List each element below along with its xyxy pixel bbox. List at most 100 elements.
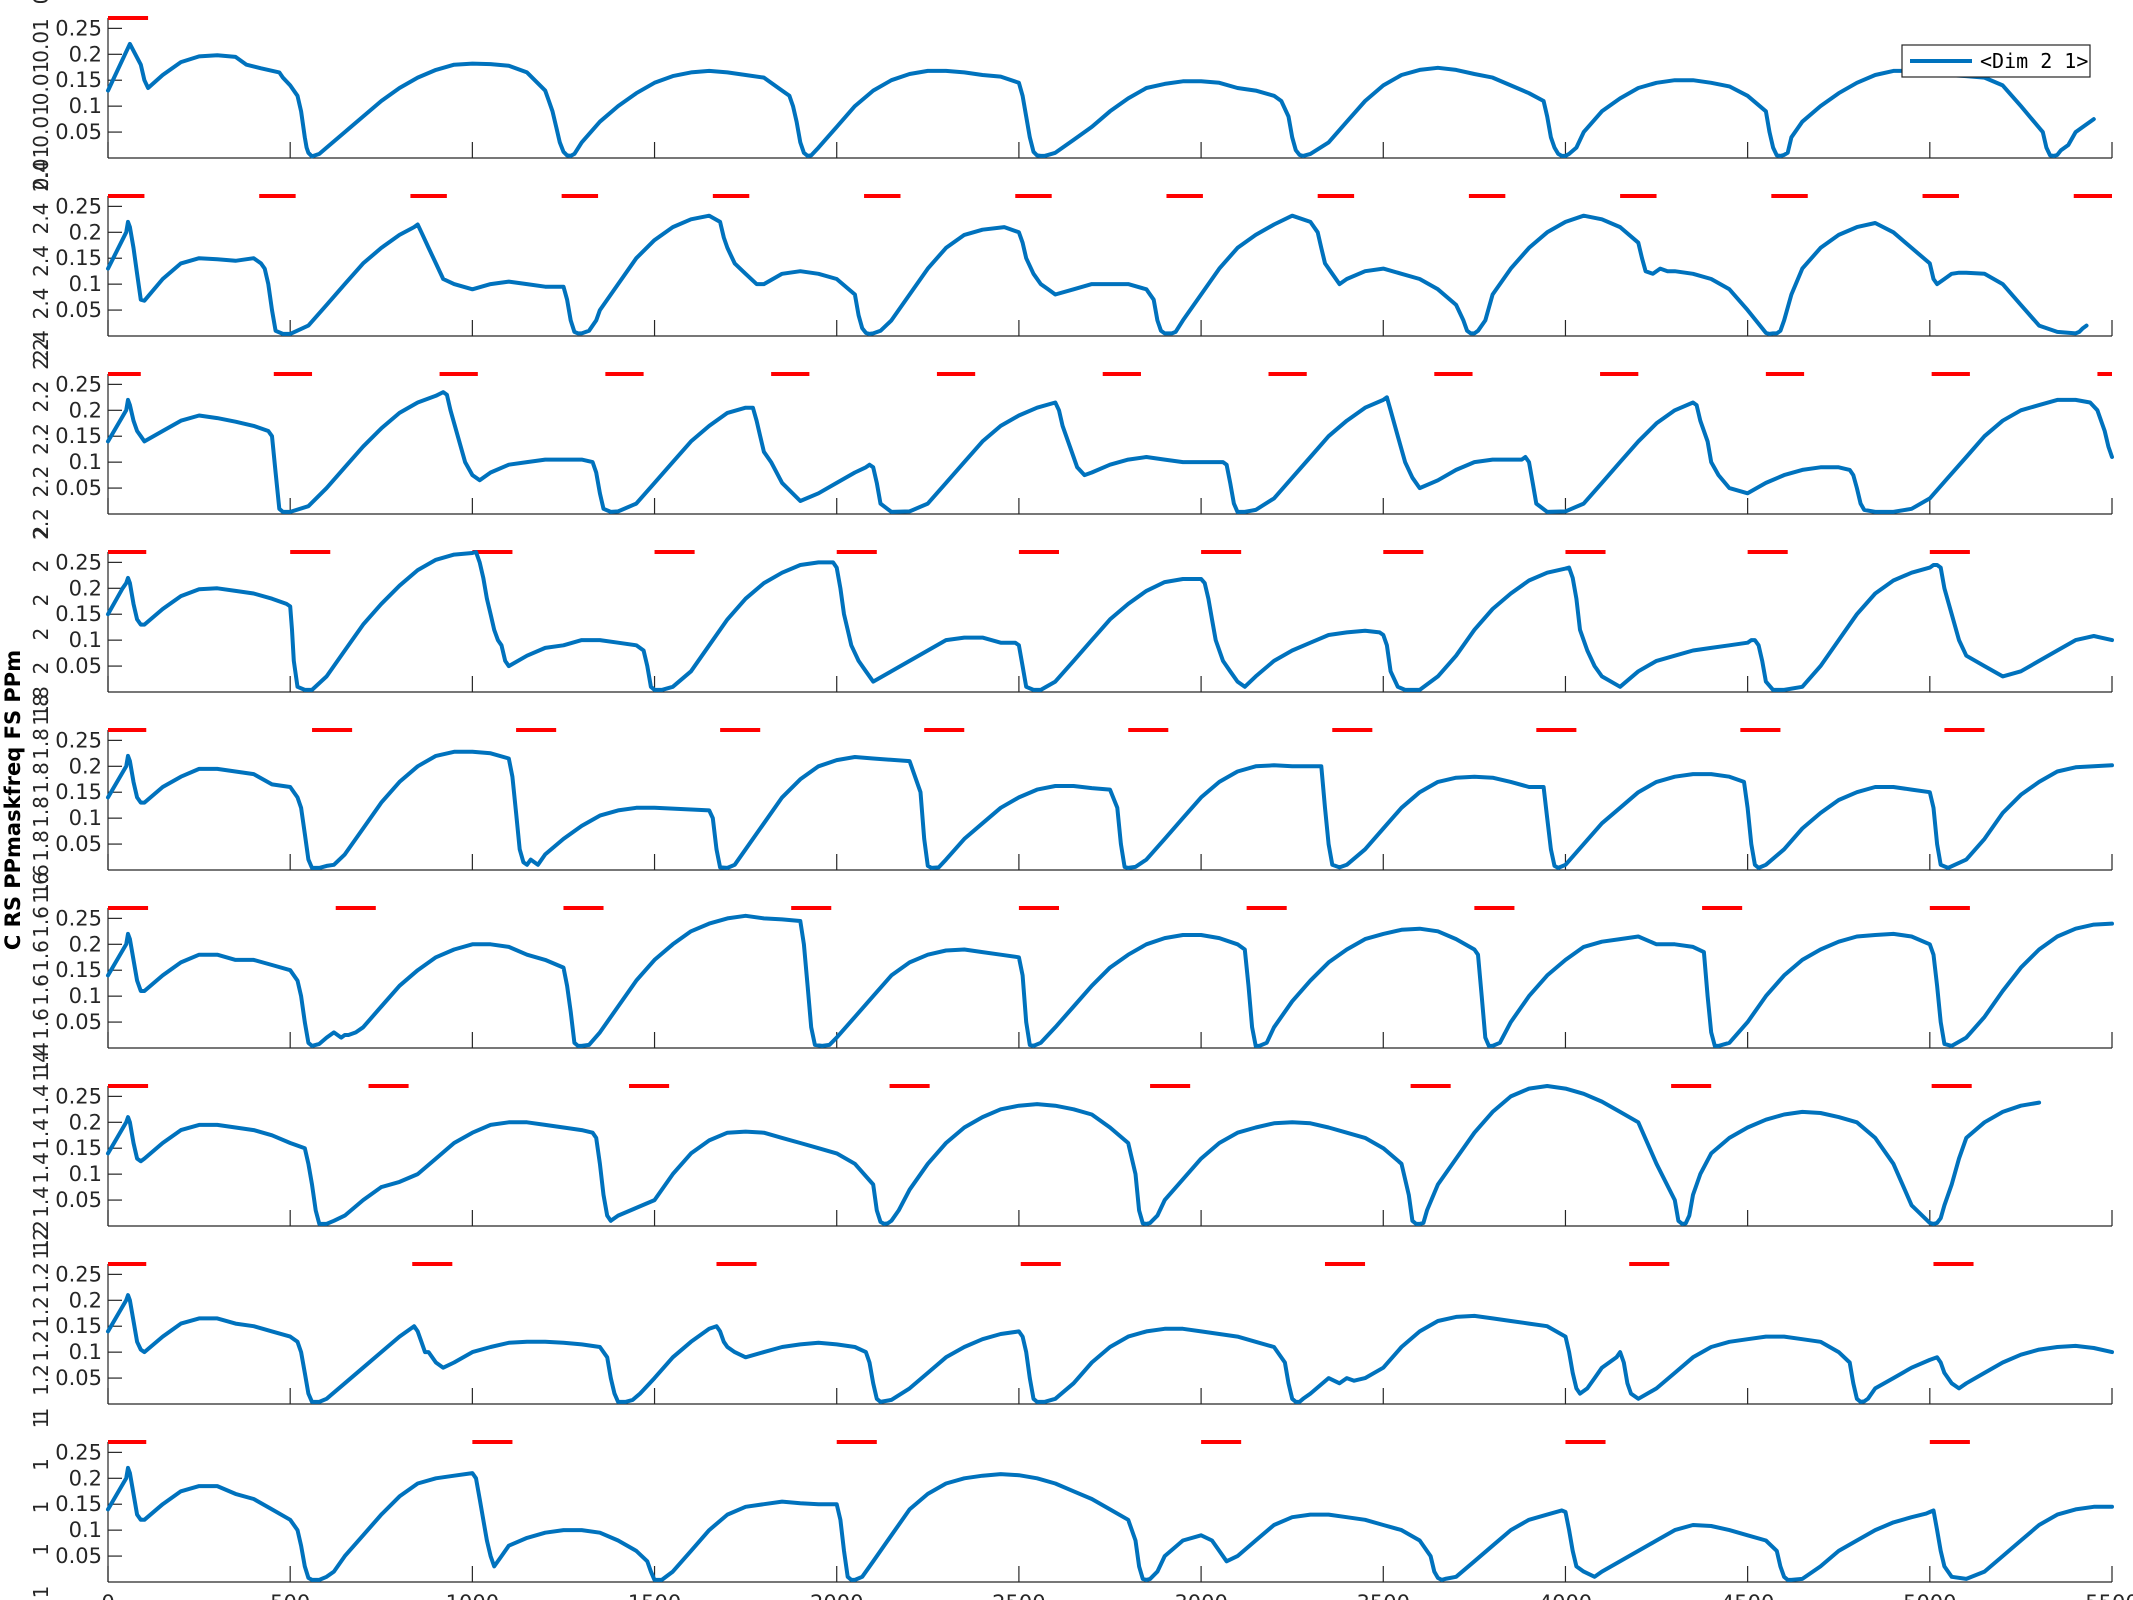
- y-tick-label: 0.15: [55, 958, 102, 982]
- side-label: 1: [29, 1458, 53, 1471]
- y-tick-label: 0.05: [55, 1544, 102, 1568]
- y-tick-label: 0.2: [69, 754, 102, 778]
- side-label: 1.4: [29, 1186, 53, 1218]
- y-tick-label: 0.25: [55, 1084, 102, 1108]
- y-tick-label: 0.1: [69, 1518, 102, 1542]
- y-tick-label: 0.15: [55, 68, 102, 92]
- y-tick-label: 0.1: [69, 450, 102, 474]
- side-label: 2.4: [29, 330, 53, 362]
- y-tick-label: 0.25: [55, 16, 102, 40]
- x-tick-label: 3000: [1174, 1591, 1227, 1600]
- x-tick-label: 5500: [2085, 1591, 2133, 1600]
- side-label: 1.4: [29, 1042, 53, 1074]
- side-label: 1.6: [29, 906, 53, 938]
- side-label: 1.8: [29, 686, 53, 718]
- side-label: 0.01: [29, 146, 53, 191]
- panel-1: 0.050.10.150.20.250.010.010.010.010: [29, 0, 2113, 191]
- panels: 0.050.10.150.20.250.010.010.010.0100.050…: [29, 0, 2114, 1598]
- y-tick-label: 0.05: [55, 476, 102, 500]
- y-tick-label: 0.1: [69, 1340, 102, 1364]
- y-tick-label: 0.05: [55, 1188, 102, 1212]
- x-tick-label: 3500: [1357, 1591, 1410, 1600]
- y-tick-label: 0.25: [55, 372, 102, 396]
- side-label: 2.2: [29, 381, 53, 413]
- side-label: 1.2: [29, 1364, 53, 1396]
- y-tick-label: 0.25: [55, 194, 102, 218]
- side-label: 1.4: [29, 1152, 53, 1184]
- x-tick-label: 5000: [1903, 1591, 1956, 1600]
- side-label: 2.2: [29, 423, 53, 455]
- side-label: 1.4: [29, 1118, 53, 1150]
- y-tick-label: 0.2: [69, 576, 102, 600]
- y-tick-label: 0.2: [69, 932, 102, 956]
- side-label: 2: [29, 526, 53, 539]
- y-tick-label: 0.25: [55, 1440, 102, 1464]
- panel-3: 0.050.10.150.20.252.22.22.22.22.2: [29, 338, 2114, 540]
- y-tick-label: 0.15: [55, 1492, 102, 1516]
- y-tick-label: 0.15: [55, 602, 102, 626]
- y-tick-label: 0.1: [69, 628, 102, 652]
- y-tick-label: 0.2: [69, 1288, 102, 1312]
- side-label: 0.01: [29, 103, 53, 148]
- panel-6: 0.050.10.150.20.251.41.61.61.61.61.6: [29, 872, 2114, 1074]
- y-tick-label: 0.2: [69, 220, 102, 244]
- x-tick-label: 1000: [446, 1591, 499, 1600]
- y-tick-label: 0.05: [55, 1366, 102, 1390]
- y-tick-label: 0.05: [55, 832, 102, 856]
- side-label: 2.2: [29, 508, 53, 540]
- side-label: 1.6: [29, 1008, 53, 1040]
- y-tick-label: 0.05: [55, 654, 102, 678]
- side-label: 1: [29, 1408, 53, 1421]
- y-tick-label: 0.05: [55, 120, 102, 144]
- side-label: 1.2: [29, 1296, 53, 1328]
- y-tick-label: 0.1: [69, 1162, 102, 1186]
- y-tick-label: 0.2: [69, 1110, 102, 1134]
- y-tick-label: 0.2: [69, 398, 102, 422]
- legend: <Dim 2 1>: [1901, 44, 2091, 78]
- side-label: 1.4: [29, 1084, 53, 1116]
- y-tick-label: 0.1: [69, 94, 102, 118]
- side-label: 1.8: [29, 694, 53, 726]
- side-label: 1.2: [29, 1228, 53, 1260]
- side-label: 1.2: [29, 1220, 53, 1252]
- panel-7: 0.050.10.150.20.251.21.41.41.41.41.4: [29, 1050, 2113, 1252]
- series-line-dim-2-1: [106, 41, 2096, 159]
- side-label: 1.2: [29, 1262, 53, 1294]
- legend-entry-label: <Dim 2 1>: [1980, 49, 2088, 73]
- series-line-dim-2-1: [106, 913, 2114, 1048]
- series-line-dim-2-1: [106, 550, 2114, 692]
- y-tick-label: 0.2: [69, 42, 102, 66]
- side-label: 1.6: [29, 872, 53, 904]
- series-line-dim-2-1: [106, 1465, 2114, 1582]
- y-tick-label: 0.05: [55, 298, 102, 322]
- y-tick-label: 0.15: [55, 1136, 102, 1160]
- side-label: 1.2: [29, 1330, 53, 1362]
- side-label: 2.2: [29, 338, 53, 370]
- side-label: 2.4: [29, 245, 53, 277]
- y-tick-label: 0.25: [55, 550, 102, 574]
- x-axis: 0 500 1000 1500 2000 2500 3000 3500 4000 4500 5000…: [101, 1591, 2133, 1600]
- side-label: 1.8: [29, 728, 53, 760]
- x-tick-label: 0: [101, 1591, 114, 1600]
- side-label: 2: [29, 662, 53, 675]
- side-label: 1: [29, 1543, 53, 1556]
- series-line-dim-2-1: [106, 390, 2114, 514]
- y-tick-label: 0.15: [55, 780, 102, 804]
- x-tick-label: 4500: [1721, 1591, 1774, 1600]
- y-tick-label: 0.05: [55, 1010, 102, 1034]
- side-label: 1.8: [29, 762, 53, 794]
- y-axis-label: C RS PPmaskfreq FS PPm: [1, 650, 25, 950]
- side-label: 1.6: [29, 974, 53, 1006]
- side-label: 1.4: [29, 1050, 53, 1082]
- y-tick-label: 0.25: [55, 728, 102, 752]
- y-tick-label: 0.1: [69, 984, 102, 1008]
- side-label: 2.4: [29, 288, 53, 320]
- y-tick-label: 0.1: [69, 272, 102, 296]
- y-tick-label: 0.15: [55, 246, 102, 270]
- side-label: 1.8: [29, 796, 53, 828]
- series-line-dim-2-1: [106, 1293, 2114, 1404]
- side-label: 2.4: [29, 203, 53, 235]
- x-tick-label: 2500: [992, 1591, 1045, 1600]
